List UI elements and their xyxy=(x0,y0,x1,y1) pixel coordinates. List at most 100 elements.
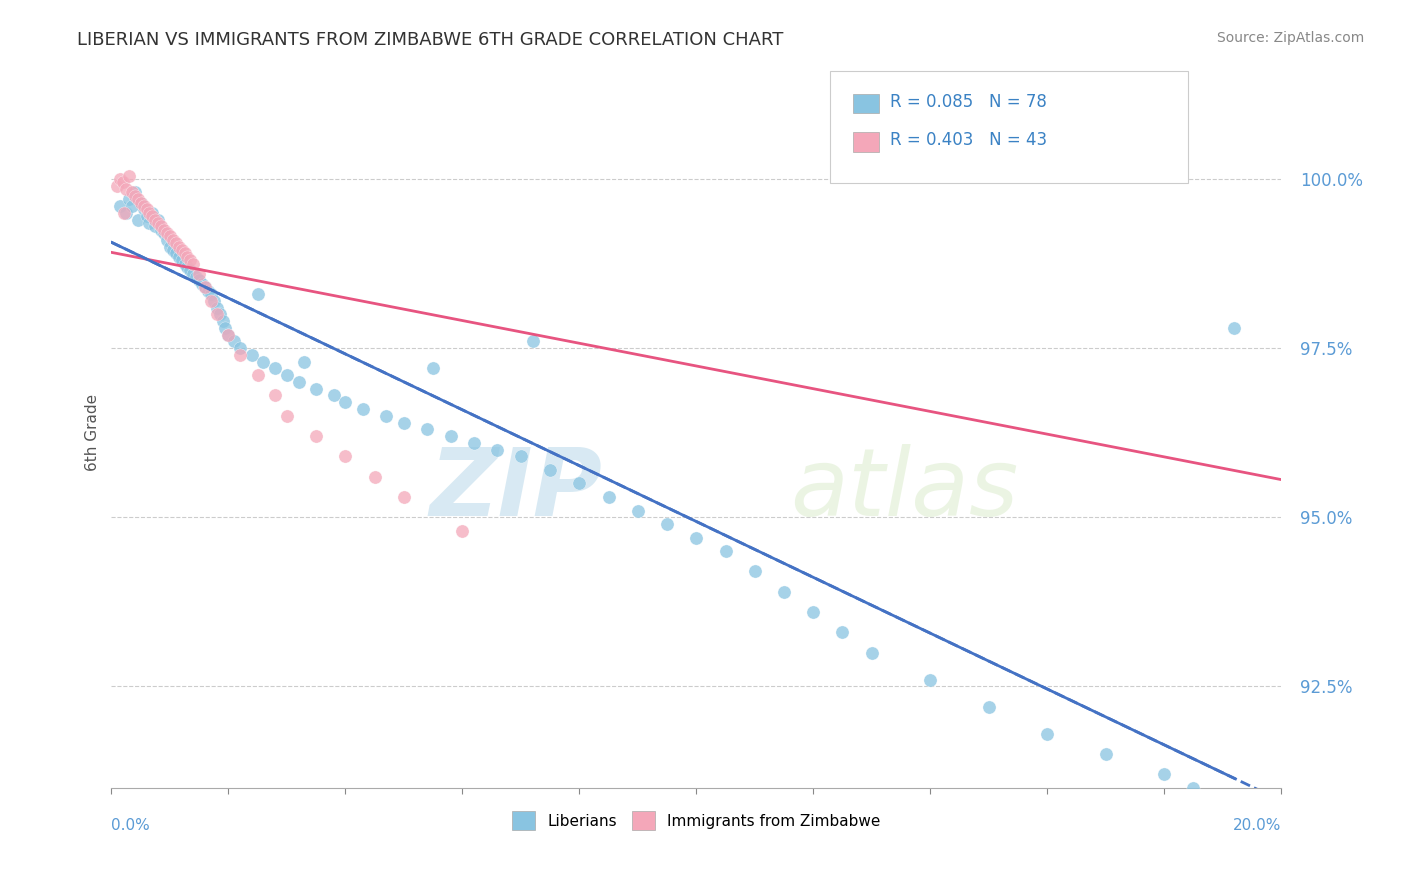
Point xyxy=(170,243,193,257)
Point xyxy=(141,206,163,220)
Point xyxy=(217,327,239,342)
Point xyxy=(1094,747,1116,761)
Point xyxy=(143,219,166,234)
Point xyxy=(205,301,228,315)
Point xyxy=(105,178,128,193)
Point xyxy=(305,382,328,396)
Point xyxy=(246,287,269,301)
Point xyxy=(440,429,463,443)
Point xyxy=(392,416,415,430)
Point xyxy=(194,280,217,294)
Point xyxy=(1223,321,1246,335)
Point xyxy=(167,250,190,264)
Point xyxy=(115,182,138,196)
Point xyxy=(121,186,143,200)
Point xyxy=(217,327,239,342)
Point xyxy=(112,175,135,189)
Point xyxy=(118,169,141,183)
Point xyxy=(176,260,198,274)
Point xyxy=(294,354,316,368)
Point xyxy=(127,212,149,227)
Point xyxy=(246,368,269,383)
Point xyxy=(181,256,204,270)
Point xyxy=(1182,780,1205,795)
Point xyxy=(112,206,135,220)
Point xyxy=(860,646,883,660)
Point xyxy=(170,253,193,268)
Point xyxy=(159,239,181,253)
Point xyxy=(627,503,650,517)
Point xyxy=(335,395,357,409)
Point xyxy=(188,273,211,287)
Point xyxy=(194,280,217,294)
Point xyxy=(264,361,287,376)
Point xyxy=(276,368,298,383)
Point xyxy=(522,334,544,349)
Point xyxy=(197,284,219,298)
Point xyxy=(363,469,385,483)
Point xyxy=(186,270,208,285)
Point xyxy=(977,699,1000,714)
Point xyxy=(422,361,444,376)
Point xyxy=(509,450,531,464)
Point xyxy=(1123,165,1146,179)
Text: 0.0%: 0.0% xyxy=(111,819,150,833)
Point xyxy=(801,605,824,619)
Point xyxy=(135,209,157,223)
Point xyxy=(141,209,163,223)
Point xyxy=(162,243,184,257)
Point xyxy=(655,517,678,532)
Point xyxy=(132,202,155,217)
Point xyxy=(375,409,398,423)
Legend: Liberians, Immigrants from Zimbabwe: Liberians, Immigrants from Zimbabwe xyxy=(512,812,880,830)
Point xyxy=(264,388,287,402)
Point xyxy=(598,490,620,504)
Y-axis label: 6th Grade: 6th Grade xyxy=(86,394,100,471)
Point xyxy=(1036,727,1059,741)
Point xyxy=(148,212,170,227)
Point xyxy=(108,199,131,213)
Point xyxy=(167,239,190,253)
Point xyxy=(305,429,328,443)
Point xyxy=(211,314,233,328)
Point xyxy=(173,246,195,260)
Point xyxy=(920,673,942,687)
Point xyxy=(129,195,152,210)
Text: ZIP: ZIP xyxy=(430,443,603,535)
Point xyxy=(224,334,246,349)
Point xyxy=(138,206,160,220)
Point xyxy=(153,223,176,237)
Point xyxy=(463,435,485,450)
Point xyxy=(486,442,509,457)
Point xyxy=(188,267,211,281)
Text: Source: ZipAtlas.com: Source: ZipAtlas.com xyxy=(1216,31,1364,45)
Text: R = 0.085   N = 78: R = 0.085 N = 78 xyxy=(890,93,1047,111)
Point xyxy=(124,186,146,200)
Text: 20.0%: 20.0% xyxy=(1233,819,1281,833)
Point xyxy=(352,402,374,417)
Point xyxy=(287,375,309,389)
Point xyxy=(416,422,439,436)
Text: atlas: atlas xyxy=(790,444,1018,535)
Point xyxy=(181,267,204,281)
Text: LIBERIAN VS IMMIGRANTS FROM ZIMBABWE 6TH GRADE CORRELATION CHART: LIBERIAN VS IMMIGRANTS FROM ZIMBABWE 6TH… xyxy=(77,31,783,49)
Point xyxy=(159,229,181,244)
Point xyxy=(240,348,263,362)
Point xyxy=(451,524,474,538)
Point xyxy=(121,199,143,213)
Point xyxy=(714,544,737,558)
Point xyxy=(165,246,187,260)
Point xyxy=(568,476,591,491)
Point xyxy=(392,490,415,504)
Point xyxy=(129,195,152,210)
Point xyxy=(156,233,179,247)
Point xyxy=(200,293,222,308)
Point xyxy=(276,409,298,423)
Point xyxy=(229,341,252,355)
Point xyxy=(1153,767,1175,781)
Point xyxy=(148,216,170,230)
Point xyxy=(153,226,176,240)
Point xyxy=(773,584,796,599)
Point xyxy=(118,192,141,206)
Point xyxy=(108,172,131,186)
